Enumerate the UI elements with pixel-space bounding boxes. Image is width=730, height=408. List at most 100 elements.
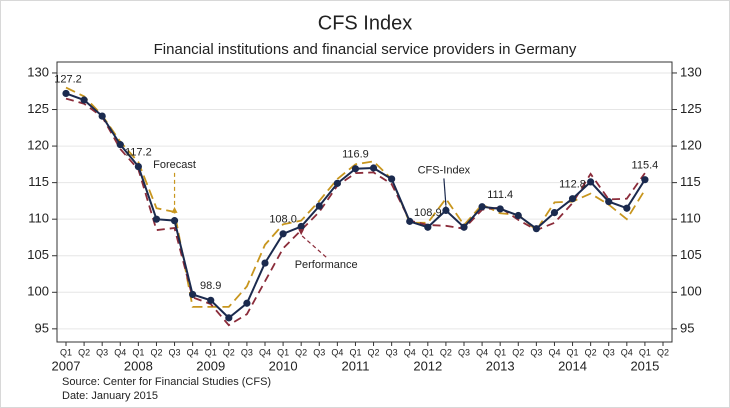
- data-point: [460, 223, 468, 231]
- y-tick-label: 120: [27, 138, 49, 153]
- y2-tick-label: 100: [680, 284, 702, 299]
- data-point: [62, 89, 70, 98]
- data-label: 98.9: [200, 280, 221, 292]
- x-tick-label: Q4: [259, 347, 271, 357]
- x-tick-label: Q4: [114, 347, 126, 357]
- x-tick-label: Q2: [150, 347, 162, 357]
- x-tick-label: Q2: [585, 347, 597, 357]
- x-tick-label: Q1: [205, 347, 217, 357]
- x-tick-label: Q3: [241, 347, 253, 357]
- data-point: [369, 164, 378, 172]
- data-point: [406, 217, 414, 225]
- arrow-head: [171, 206, 178, 213]
- chart-subtitle: Financial institutions and financial ser…: [154, 41, 577, 58]
- data-label: 108.0: [269, 214, 297, 226]
- data-point: [388, 175, 396, 183]
- y2-tick-label: 115: [680, 174, 701, 189]
- source: Source: Center for Financial Studies (CF…: [62, 376, 271, 388]
- series-label: CFS-Index: [418, 164, 471, 176]
- year-label: 2007: [52, 358, 81, 373]
- data-point: [297, 222, 305, 231]
- x-tick-label: Q3: [603, 347, 615, 357]
- data-point: [587, 178, 595, 186]
- year-label: 2012: [413, 358, 442, 373]
- data-point: [152, 215, 161, 223]
- x-tick-label: Q4: [548, 347, 560, 357]
- y-tick-label: 115: [28, 174, 49, 189]
- y-tick-label: 110: [28, 211, 49, 226]
- x-tick-label: Q3: [96, 347, 108, 357]
- x-tick-label: Q4: [187, 347, 199, 357]
- x-tick-label: Q1: [349, 347, 361, 357]
- y-tick-label: 105: [27, 247, 49, 262]
- x-tick-label: Q1: [567, 347, 579, 357]
- data-point: [207, 296, 215, 304]
- data-point: [170, 217, 179, 225]
- data-point: [514, 211, 522, 220]
- data-point: [532, 225, 540, 233]
- series-line: [65, 97, 646, 327]
- data-point: [225, 314, 233, 322]
- data-label: 127.2: [54, 73, 82, 85]
- x-tick-label: Q2: [512, 347, 524, 357]
- arrow-head: [298, 229, 305, 236]
- series-label: Forecast: [153, 159, 196, 171]
- year-label: 2015: [630, 358, 659, 373]
- data-point: [496, 205, 504, 213]
- data-label: 111.4: [487, 189, 513, 201]
- date: Date: January 2015: [62, 390, 158, 402]
- x-tick-label: Q1: [639, 347, 651, 357]
- y2-tick-label: 105: [680, 247, 702, 262]
- data-point: [315, 202, 323, 210]
- x-tick-label: Q3: [313, 347, 325, 357]
- y2-tick-label: 125: [680, 101, 702, 116]
- data-point: [550, 209, 559, 217]
- data-label: 112.8: [559, 179, 586, 191]
- data-point: [189, 290, 197, 299]
- x-tick-label: Q4: [621, 347, 633, 357]
- year-label: 2011: [341, 358, 369, 373]
- series-label: Performance: [295, 259, 358, 271]
- chart-title: CFS Index: [318, 12, 412, 34]
- y-tick-label: 130: [27, 64, 49, 79]
- annotation-arrow: [300, 234, 327, 258]
- annotation-arrow: [443, 178, 447, 206]
- arrow-head: [442, 205, 449, 212]
- y2-tick-label: 120: [680, 138, 702, 153]
- y2-tick-label: 95: [680, 320, 694, 335]
- data-point: [568, 195, 577, 203]
- year-label: 2013: [486, 358, 515, 373]
- year-label: 2014: [558, 358, 587, 373]
- data-point: [478, 203, 486, 211]
- y-tick-label: 100: [27, 284, 49, 299]
- year-label: 2008: [124, 358, 153, 373]
- y2-tick-label: 110: [680, 211, 701, 226]
- plot-area: [56, 61, 673, 343]
- y-tick-label: 125: [27, 101, 49, 116]
- data-label: 115.4: [632, 160, 659, 172]
- data-point: [333, 179, 341, 187]
- x-tick-label: Q4: [404, 347, 416, 357]
- data-point: [279, 230, 287, 238]
- x-tick-label: Q3: [386, 347, 398, 357]
- x-tick-label: Q4: [331, 347, 343, 357]
- x-tick-label: Q4: [476, 347, 488, 357]
- y-tick-label: 95: [35, 320, 49, 335]
- data-point: [261, 259, 269, 267]
- x-tick-label: Q2: [368, 347, 380, 357]
- x-tick-label: Q1: [132, 347, 144, 357]
- x-tick-label: Q1: [422, 347, 434, 357]
- x-tick-label: Q3: [458, 347, 470, 357]
- year-label: 2009: [196, 358, 225, 373]
- data-point: [80, 96, 88, 104]
- data-point: [351, 165, 360, 173]
- data-point: [243, 299, 251, 307]
- x-tick-label: Q2: [223, 347, 235, 357]
- series-line: [65, 86, 646, 308]
- data-point: [623, 204, 631, 212]
- data-point: [641, 176, 649, 184]
- data-point: [424, 223, 432, 231]
- x-tick-label: Q2: [657, 347, 669, 357]
